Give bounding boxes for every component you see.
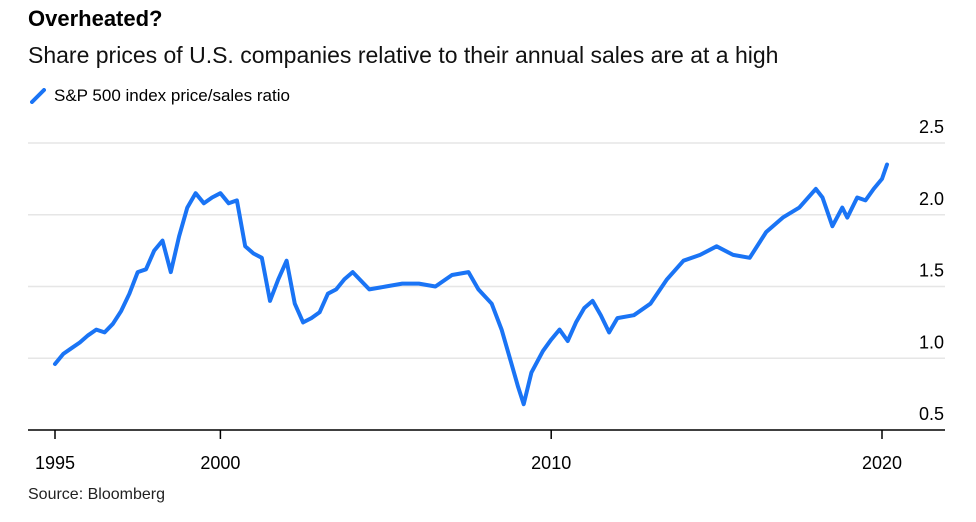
y-tick-label: 2.5 [919, 117, 944, 137]
y-tick-label: 1.5 [919, 261, 944, 281]
legend-label: S&P 500 index price/sales ratio [54, 86, 290, 105]
x-tick-label: 2020 [862, 453, 902, 473]
x-tick-label: 1995 [35, 453, 75, 473]
y-tick-label: 1.0 [919, 332, 944, 352]
series-line [53, 162, 889, 407]
x-tick-label: 2010 [531, 453, 571, 473]
y-tick-label: 0.5 [919, 404, 944, 424]
legend: S&P 500 index price/sales ratio [30, 86, 290, 106]
chart-title: Overheated? [28, 6, 163, 31]
x-tick-label: 2000 [200, 453, 240, 473]
y-tick-label: 2.0 [919, 189, 944, 209]
chart-source: Source: Bloomberg [28, 486, 165, 503]
chart-subtitle: Share prices of U.S. companies relative … [28, 42, 779, 68]
legend-swatch-icon [30, 88, 46, 104]
